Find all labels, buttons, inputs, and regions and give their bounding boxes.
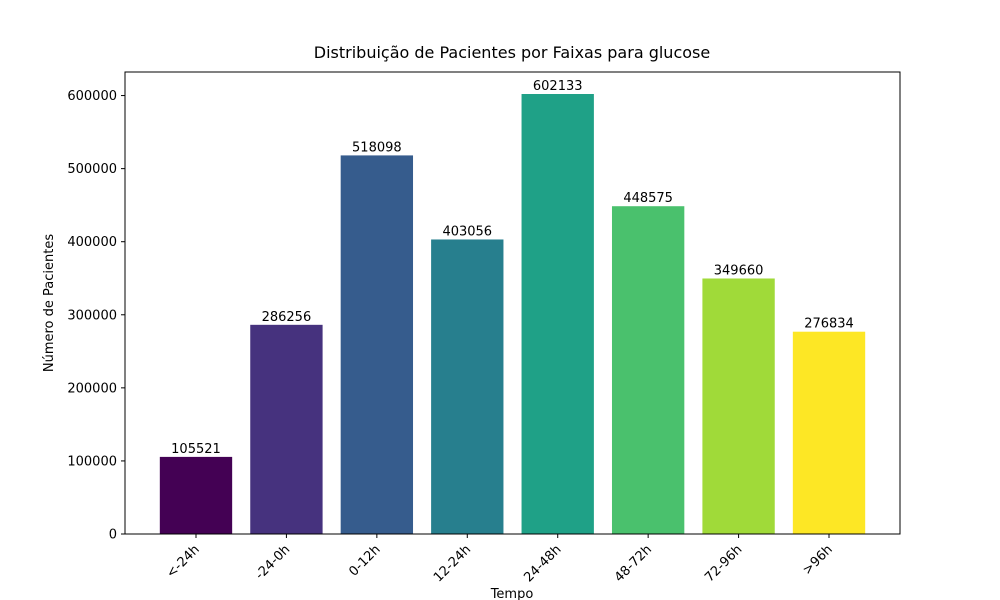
y-tick-label: 500000: [67, 162, 117, 177]
x-tick-label: 48-72h: [612, 542, 655, 585]
x-tick-label: >96h: [800, 542, 836, 578]
bar: [340, 155, 414, 534]
bar: [159, 456, 233, 534]
bar: [521, 94, 594, 534]
x-tick-label: 0-12h: [346, 542, 383, 579]
bar: [611, 206, 685, 534]
value-label: 286256: [262, 310, 312, 325]
bar: [792, 331, 866, 534]
x-axis-label: Tempo: [490, 587, 534, 600]
x-tick-label: 24-48h: [521, 542, 564, 585]
bar: [250, 324, 323, 534]
value-label: 403056: [442, 224, 492, 239]
y-tick-label: 400000: [67, 235, 117, 250]
value-label: 276834: [804, 317, 854, 332]
value-label: 518098: [352, 140, 402, 155]
y-tick-label: 600000: [67, 89, 117, 104]
value-label: 448575: [623, 191, 673, 206]
y-tick-label: 100000: [67, 454, 117, 469]
x-tick-label: -24-0h: [253, 542, 294, 583]
y-axis-label: Número de Pacientes: [42, 234, 57, 372]
x-tick-label: <-24h: [164, 542, 203, 581]
value-label: 602133: [533, 79, 583, 94]
bar: [431, 239, 504, 534]
y-tick-label: 0: [109, 528, 117, 543]
y-tick-label: 300000: [67, 308, 117, 323]
chart-title: Distribuição de Pacientes por Faixas par…: [314, 43, 710, 62]
x-tick-label: 12-24h: [431, 542, 474, 585]
y-tick-label: 200000: [67, 381, 117, 396]
value-label: 349660: [714, 263, 764, 278]
x-tick-label: 72-96h: [702, 542, 745, 585]
plot-frame: [124, 71, 901, 535]
value-label: 105521: [171, 442, 221, 457]
bar: [702, 278, 775, 534]
